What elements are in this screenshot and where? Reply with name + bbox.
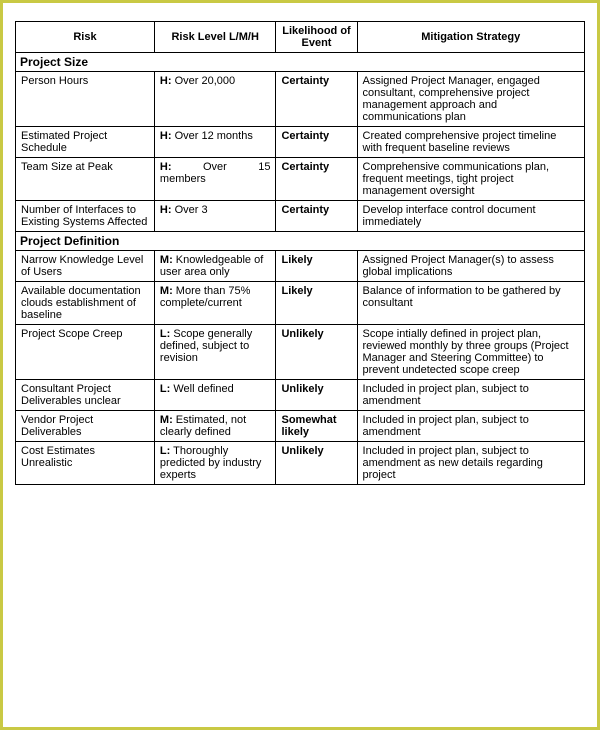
cell-strategy: Created comprehensive project timeline w… — [357, 127, 574, 158]
cell-strategy: Included in project plan, subject to ame… — [357, 442, 574, 485]
cell-risk: Consultant Project Deliverables unclear — [16, 380, 155, 411]
cell-risk: Number of Interfaces to Existing Systems… — [16, 201, 155, 232]
table-body: Project SizePerson HoursH: Over 20,000Ce… — [16, 53, 585, 485]
cell-empty — [574, 72, 585, 127]
table-row: Cost Estimates UnrealisticL: Thoroughly … — [16, 442, 585, 485]
cell-risk: Cost Estimates Unrealistic — [16, 442, 155, 485]
cell-strategy: Included in project plan, subject to ame… — [357, 380, 574, 411]
cell-likelihood: Certainty — [276, 72, 357, 127]
cell-level: H: Over 3 — [154, 201, 276, 232]
cell-level: H: Over 20,000 — [154, 72, 276, 127]
cell-empty — [574, 127, 585, 158]
cell-strategy: Scope intially defined in project plan, … — [357, 325, 574, 380]
cell-empty — [574, 325, 585, 380]
table-row: Project Scope CreepL: Scope generally de… — [16, 325, 585, 380]
cell-empty — [574, 442, 585, 485]
cell-empty — [574, 411, 585, 442]
cell-strategy: Included in project plan, subject to ame… — [357, 411, 574, 442]
table-row: Narrow Knowledge Level of UsersM: Knowle… — [16, 251, 585, 282]
cell-empty — [574, 380, 585, 411]
cell-strategy: Assigned Project Manager, engaged consul… — [357, 72, 574, 127]
cell-level: H: Over 15members — [154, 158, 276, 201]
cell-likelihood: Certainty — [276, 201, 357, 232]
cell-likelihood: Unlikely — [276, 442, 357, 485]
cell-level: H: Over 12 months — [154, 127, 276, 158]
cell-risk: Project Scope Creep — [16, 325, 155, 380]
cell-likelihood: Likely — [276, 251, 357, 282]
table-row: Consultant Project Deliverables unclearL… — [16, 380, 585, 411]
cell-likelihood: Unlikely — [276, 380, 357, 411]
cell-risk: Person Hours — [16, 72, 155, 127]
table-row: Available documentation clouds establish… — [16, 282, 585, 325]
risk-table: Risk Risk Level L/M/H Likelihood of Even… — [15, 21, 585, 485]
header-row: Risk Risk Level L/M/H Likelihood of Even… — [16, 22, 585, 53]
section-title: Project Size — [16, 53, 585, 72]
cell-risk: Vendor Project Deliverables — [16, 411, 155, 442]
header-risk: Risk — [16, 22, 155, 53]
cell-risk: Available documentation clouds establish… — [16, 282, 155, 325]
cell-empty — [574, 158, 585, 201]
cell-likelihood: Likely — [276, 282, 357, 325]
cell-level: L: Well defined — [154, 380, 276, 411]
section-title: Project Definition — [16, 232, 585, 251]
cell-strategy: Comprehensive communications plan, frequ… — [357, 158, 574, 201]
header-strategy: Mitigation Strategy — [357, 22, 584, 53]
cell-risk: Narrow Knowledge Level of Users — [16, 251, 155, 282]
cell-level: M: Estimated, not clearly defined — [154, 411, 276, 442]
cell-empty — [574, 282, 585, 325]
table-row: Person HoursH: Over 20,000CertaintyAssig… — [16, 72, 585, 127]
cell-strategy: Assigned Project Manager(s) to assess gl… — [357, 251, 574, 282]
cell-likelihood: Certainty — [276, 127, 357, 158]
table-row: Estimated Project ScheduleH: Over 12 mon… — [16, 127, 585, 158]
cell-empty — [574, 251, 585, 282]
cell-level: M: Knowledgeable of user area only — [154, 251, 276, 282]
cell-level: M: More than 75% complete/current — [154, 282, 276, 325]
cell-level: L: Thoroughly predicted by industry expe… — [154, 442, 276, 485]
section-header-row: Project Definition — [16, 232, 585, 251]
cell-likelihood: Somewhat likely — [276, 411, 357, 442]
cell-level: L: Scope generally defined, subject to r… — [154, 325, 276, 380]
table-row: Number of Interfaces to Existing Systems… — [16, 201, 585, 232]
section-header-row: Project Size — [16, 53, 585, 72]
cell-risk: Estimated Project Schedule — [16, 127, 155, 158]
cell-strategy: Develop interface control document immed… — [357, 201, 574, 232]
table-row: Team Size at PeakH: Over 15membersCertai… — [16, 158, 585, 201]
header-likelihood: Likelihood of Event — [276, 22, 357, 53]
cell-strategy: Balance of information to be gathered by… — [357, 282, 574, 325]
cell-likelihood: Certainty — [276, 158, 357, 201]
cell-likelihood: Unlikely — [276, 325, 357, 380]
header-level: Risk Level L/M/H — [154, 22, 276, 53]
cell-empty — [574, 201, 585, 232]
cell-risk: Team Size at Peak — [16, 158, 155, 201]
table-row: Vendor Project DeliverablesM: Estimated,… — [16, 411, 585, 442]
